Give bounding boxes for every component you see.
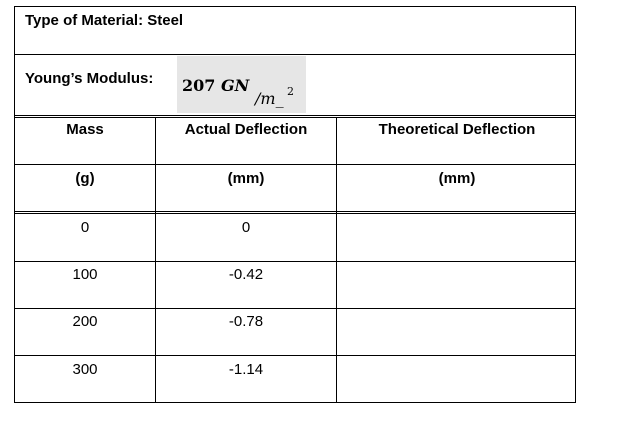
material-properties-table: Type of Material: Steel Young’s Modulus:… — [14, 6, 576, 403]
modulus-unit: /m_ — [255, 89, 284, 108]
row-divider-1 — [15, 261, 575, 262]
header-actual-deflection: Actual Deflection — [184, 121, 308, 138]
units-divider — [15, 211, 575, 212]
row-2-mass: 200 — [72, 313, 98, 330]
row-3-actual: -1.14 — [228, 361, 264, 378]
row-1-mass: 100 — [72, 266, 98, 283]
units-divider-2 — [15, 213, 575, 214]
row-0-actual: 0 — [241, 219, 251, 236]
row-0-mass: 0 — [80, 219, 90, 236]
modulus-divider-2 — [15, 117, 575, 118]
header-divider — [15, 164, 575, 165]
modulus-equation: 207 GN /m_ 2 — [177, 56, 306, 113]
modulus-divider — [15, 115, 575, 116]
row-divider-2 — [15, 308, 575, 309]
row-1-actual: -0.42 — [228, 266, 264, 283]
row-divider-3 — [15, 355, 575, 356]
material-title: Type of Material: Steel — [25, 12, 184, 29]
modulus-exponent: 2 — [287, 85, 294, 98]
title-divider — [15, 54, 575, 55]
modulus-label: Young’s Modulus: — [25, 70, 154, 87]
unit-theoretical: (mm) — [438, 170, 476, 187]
unit-actual: (mm) — [227, 170, 265, 187]
unit-mass: (g) — [75, 170, 95, 187]
header-theoretical-deflection: Theoretical Deflection — [378, 121, 536, 138]
row-3-mass: 300 — [72, 361, 98, 378]
col-divider-2 — [336, 117, 337, 403]
header-mass: Mass — [66, 121, 104, 138]
modulus-value: 207 GN — [182, 76, 250, 95]
col-divider-1 — [155, 117, 156, 403]
row-2-actual: -0.78 — [228, 313, 264, 330]
